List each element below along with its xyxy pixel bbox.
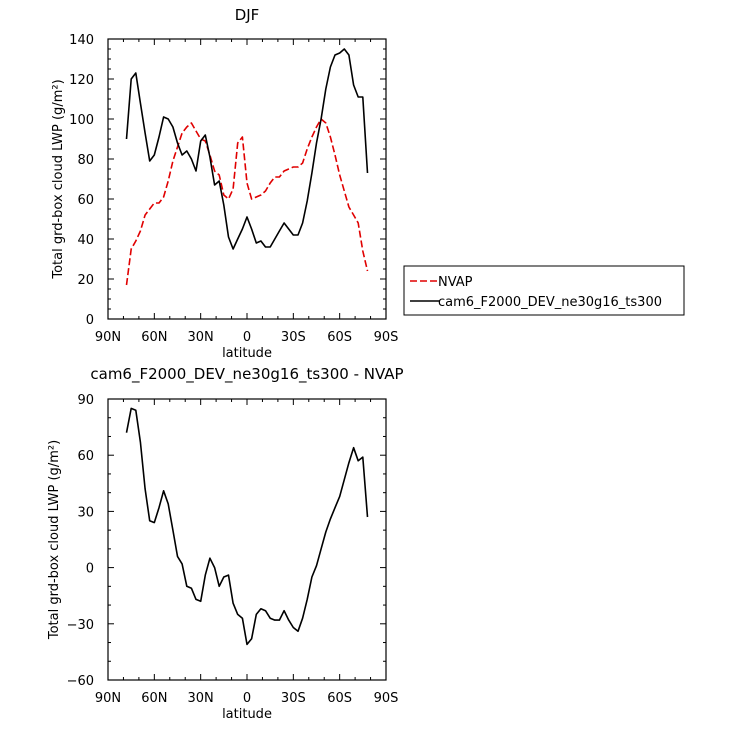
x-tick-label: 30S — [281, 330, 306, 345]
x-axis-label: latitude — [222, 346, 272, 361]
y-tick-label: 90 — [77, 393, 94, 408]
y-axis-label: Total grd-box cloud LWP (g/m²) — [51, 79, 66, 279]
bottom-panel: 90N 60N 30N 0 30S 60S 90S −60 −30 0 30 60 90 cam6_F20… — [47, 365, 404, 722]
x-tick-label: 30N — [188, 691, 214, 706]
x-tick-label: 0 — [243, 330, 251, 345]
top-panel: 90N 60N 30N 0 30S 60S 90S 0 20 40 60 80 100 120 140 DJF… — [51, 6, 398, 361]
legend: NVAP cam6_F2000_DEV_ne30g16_ts300 — [403, 265, 685, 316]
y-tick-label: 120 — [69, 73, 94, 88]
x-tick-label: 60S — [327, 330, 352, 345]
x-tick-label: 90S — [374, 330, 399, 345]
x-tick-label: 90N — [95, 330, 121, 345]
y-tick-label: 30 — [77, 505, 94, 520]
legend-entry-label: cam6_F2000_DEV_ne30g16_ts300 — [438, 295, 662, 310]
y-tick-label: 60 — [77, 449, 94, 464]
y-tick-label: 60 — [77, 193, 94, 208]
y-tick-label: −30 — [67, 618, 94, 633]
y-tick-label: 0 — [86, 562, 94, 577]
x-tick-label: 30N — [188, 330, 214, 345]
legend-box — [403, 265, 685, 316]
y-tick-label: 100 — [69, 113, 94, 128]
x-tick-label: 90S — [374, 691, 399, 706]
y-tick-label: 140 — [69, 33, 94, 48]
chart-title: cam6_F2000_DEV_ne30g16_ts300 - NVAP — [90, 365, 403, 384]
y-tick-label: 20 — [77, 273, 94, 288]
x-tick-label: 60S — [327, 691, 352, 706]
series-line-nvap — [125, 118, 369, 286]
legend-entry-label: NVAP — [438, 275, 473, 290]
y-tick-label: 80 — [77, 153, 94, 168]
y-axis-label: Total grd-box cloud LWP (g/m²) — [47, 440, 62, 640]
chart-title: DJF — [235, 6, 260, 24]
x-tick-label: 90N — [95, 691, 121, 706]
y-tick-label: 0 — [86, 313, 94, 328]
x-tick-label: 60N — [141, 330, 167, 345]
y-tick-label: −60 — [67, 674, 94, 689]
x-tick-label: 0 — [243, 691, 251, 706]
y-tick-label: 40 — [77, 233, 94, 248]
x-tick-label: 60N — [141, 691, 167, 706]
series-line-difference — [125, 407, 369, 646]
plot-frame — [107, 398, 387, 681]
series-line-cam6-f2000-dev-ne30g16-ts300 — [125, 48, 369, 250]
x-axis-label: latitude — [222, 707, 272, 722]
x-tick-label: 30S — [281, 691, 306, 706]
